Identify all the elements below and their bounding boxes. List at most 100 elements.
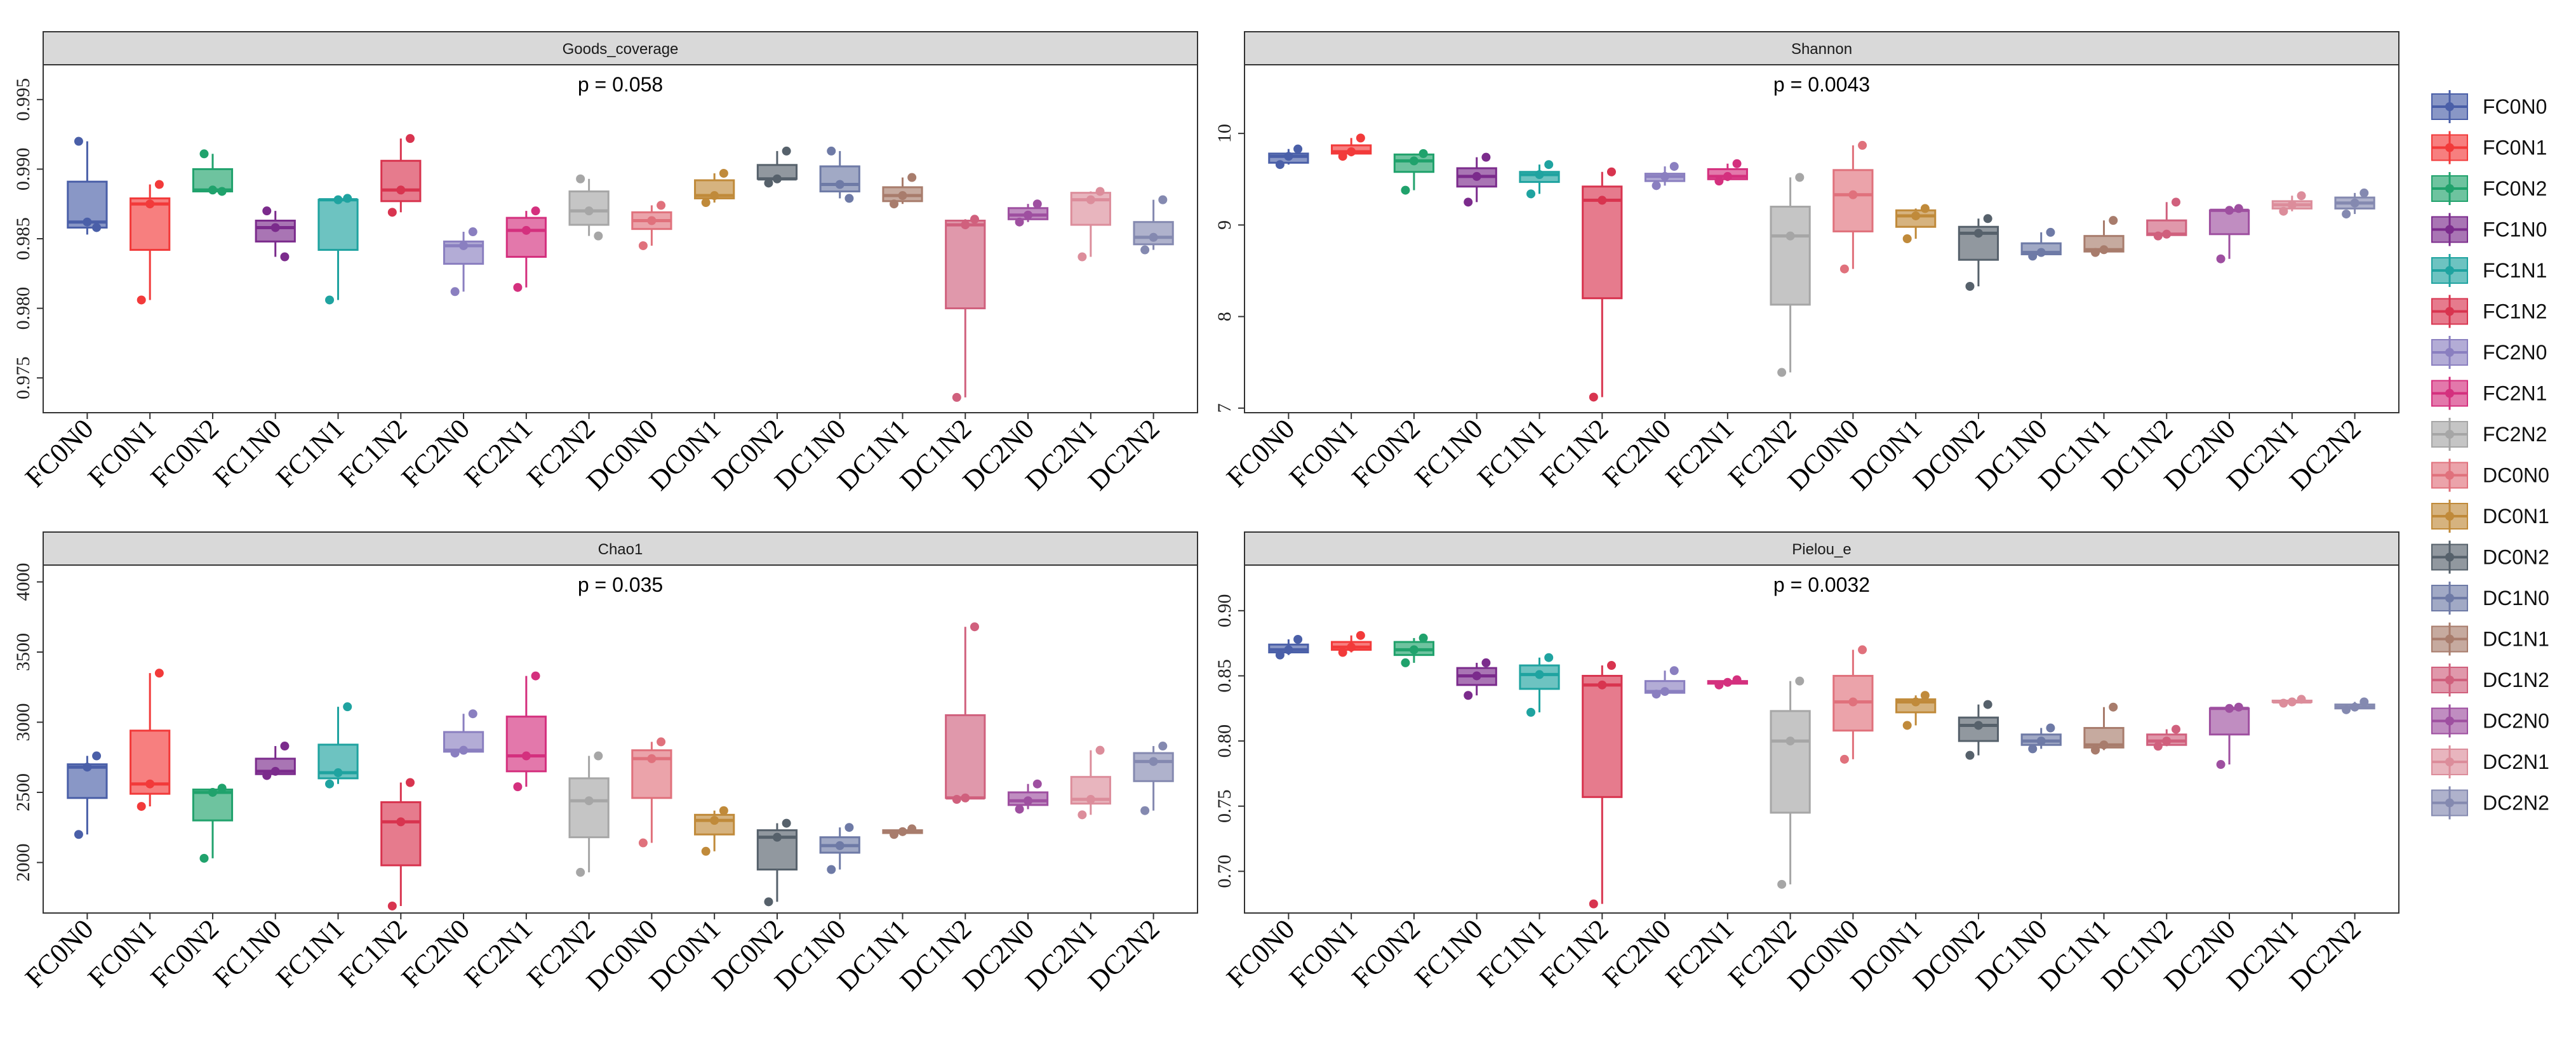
data-point <box>1795 173 1805 182</box>
p-value-label: p = 0.0043 <box>1773 73 1870 96</box>
data-point <box>2350 702 2359 712</box>
box-dc1n0 <box>819 823 860 874</box>
legend-item-dc0n1: DC0N1 <box>2431 500 2549 533</box>
box-dc0n2 <box>1958 214 1999 291</box>
box-iqr <box>1582 185 1623 300</box>
data-point <box>719 806 728 815</box>
y-tick-label: 0.85 <box>1214 659 1235 693</box>
box-fc0n0 <box>67 137 108 235</box>
data-point <box>1983 214 1992 223</box>
data-point <box>333 768 343 778</box>
x-tick-label: FC1N2 <box>333 913 413 993</box>
box-dc0n2 <box>756 146 798 188</box>
data-point <box>217 187 227 196</box>
data-point <box>1839 754 1849 764</box>
box-fc1n1 <box>317 702 359 789</box>
data-point <box>1535 670 1544 679</box>
box-dc2n2 <box>1133 195 1174 255</box>
legend-label: DC1N2 <box>2483 669 2549 691</box>
data-point <box>1777 368 1787 377</box>
legend-item-fc1n1: FC1N1 <box>2431 254 2547 287</box>
y-tick-label: 3000 <box>13 703 34 741</box>
data-point <box>262 771 272 780</box>
legend-item-dc1n1: DC1N1 <box>2431 622 2549 656</box>
box-dc0n0 <box>631 737 672 848</box>
legend-key-point <box>2445 757 2454 766</box>
data-point <box>576 867 585 877</box>
legend-item-fc2n1: FC2N1 <box>2431 377 2547 410</box>
data-point <box>2216 760 2226 770</box>
data-point <box>1356 133 1365 143</box>
y-tick-label: 2500 <box>13 773 34 811</box>
legend-key-point <box>2445 716 2454 726</box>
data-point <box>199 149 209 159</box>
data-point <box>1418 633 1428 643</box>
data-point <box>907 824 917 834</box>
data-point <box>2109 216 2118 225</box>
data-point <box>1652 690 1661 699</box>
box-fc1n0 <box>1456 658 1497 700</box>
x-tick-label: DC0N1 <box>643 913 726 996</box>
x-tick-label: DC2N1 <box>1019 913 1102 996</box>
panel-strip <box>43 31 1198 65</box>
box-iqr <box>1832 169 1874 232</box>
box-dc1n2 <box>945 622 986 804</box>
legend-key-point <box>2445 143 2454 152</box>
data-point <box>83 217 92 227</box>
legend-label: DC0N0 <box>2483 464 2549 487</box>
data-point <box>764 178 773 188</box>
box-fc1n1 <box>317 194 359 305</box>
data-point <box>1338 152 1347 161</box>
x-tick-label: FC1N0 <box>208 913 288 993</box>
box-iqr <box>505 716 547 773</box>
x-tick-label: DC2N1 <box>1019 413 1102 496</box>
data-point <box>396 185 406 195</box>
data-point <box>835 841 844 850</box>
data-point <box>459 241 469 250</box>
data-point <box>405 778 415 787</box>
data-point <box>1472 671 1481 681</box>
x-tick-label: DC1N0 <box>1970 913 2053 996</box>
data-point <box>450 287 460 297</box>
data-point <box>647 216 657 225</box>
data-point <box>1149 232 1158 242</box>
data-point <box>961 793 970 803</box>
data-point <box>1652 181 1661 190</box>
box-fc2n2 <box>568 174 610 241</box>
box-dc2n1 <box>1070 187 1111 262</box>
data-point <box>1902 721 1912 730</box>
x-tick-label: FC2N0 <box>396 913 476 993</box>
data-point <box>594 751 603 761</box>
data-point <box>2234 204 2243 213</box>
legend-label: FC2N1 <box>2483 382 2547 405</box>
box-iqr <box>1770 206 1811 306</box>
box-dc0n2 <box>1958 700 1999 760</box>
data-point <box>1669 666 1679 676</box>
x-tick-label: FC1N1 <box>1471 913 1551 993</box>
data-point <box>1777 879 1787 889</box>
data-point <box>1293 144 1303 154</box>
data-point <box>2297 695 2306 704</box>
y-tick-label: 0.975 <box>13 356 34 399</box>
data-point <box>1839 264 1849 274</box>
data-point <box>137 295 146 305</box>
x-tick-label: DC1N1 <box>2032 413 2116 496</box>
legend-key-point <box>2445 225 2454 234</box>
data-point <box>576 174 585 183</box>
box-fc1n0 <box>255 742 296 780</box>
data-point <box>764 897 773 907</box>
box-dc0n1 <box>694 168 735 208</box>
box-fc2n0 <box>443 227 484 297</box>
y-tick-label: 8 <box>1214 312 1235 321</box>
panel-strip <box>43 531 1198 566</box>
data-point <box>1464 197 1473 207</box>
data-point <box>1140 806 1150 815</box>
data-point <box>1015 217 1024 227</box>
x-tick-label: FC2N1 <box>1660 913 1740 993</box>
box-dc2n1 <box>2271 695 2312 708</box>
data-point <box>1965 750 1975 760</box>
data-point <box>782 818 791 828</box>
